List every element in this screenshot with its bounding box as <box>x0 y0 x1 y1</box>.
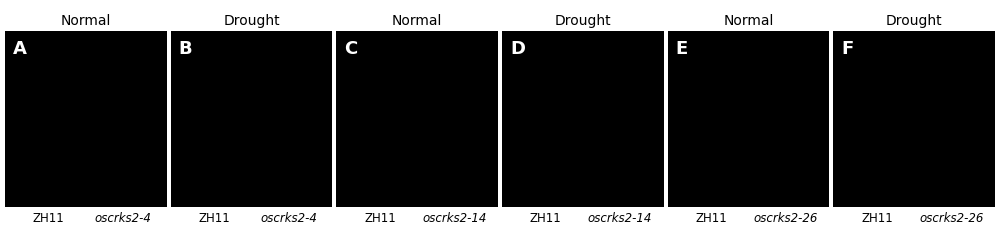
Text: Normal: Normal <box>723 14 774 28</box>
Text: ZH11: ZH11 <box>198 212 230 225</box>
Text: oscrks2-26: oscrks2-26 <box>753 212 818 225</box>
Text: oscrks2-14: oscrks2-14 <box>422 212 487 225</box>
Text: D: D <box>510 40 525 58</box>
Text: ZH11: ZH11 <box>695 212 727 225</box>
Text: oscrks2-4: oscrks2-4 <box>95 212 151 225</box>
Text: C: C <box>344 40 358 58</box>
Text: B: B <box>179 40 192 58</box>
Text: ZH11: ZH11 <box>861 212 893 225</box>
Text: Normal: Normal <box>61 14 111 28</box>
Text: A: A <box>13 40 27 58</box>
Text: Drought: Drought <box>223 14 280 28</box>
Text: ZH11: ZH11 <box>530 212 562 225</box>
Text: oscrks2-4: oscrks2-4 <box>260 212 317 225</box>
Text: oscrks2-26: oscrks2-26 <box>919 212 984 225</box>
Text: E: E <box>676 40 688 58</box>
Text: ZH11: ZH11 <box>33 212 65 225</box>
Text: F: F <box>841 40 854 58</box>
Text: ZH11: ZH11 <box>364 212 396 225</box>
Text: Drought: Drought <box>555 14 611 28</box>
Text: oscrks2-14: oscrks2-14 <box>588 212 652 225</box>
Text: Drought: Drought <box>886 14 942 28</box>
Text: Normal: Normal <box>392 14 442 28</box>
